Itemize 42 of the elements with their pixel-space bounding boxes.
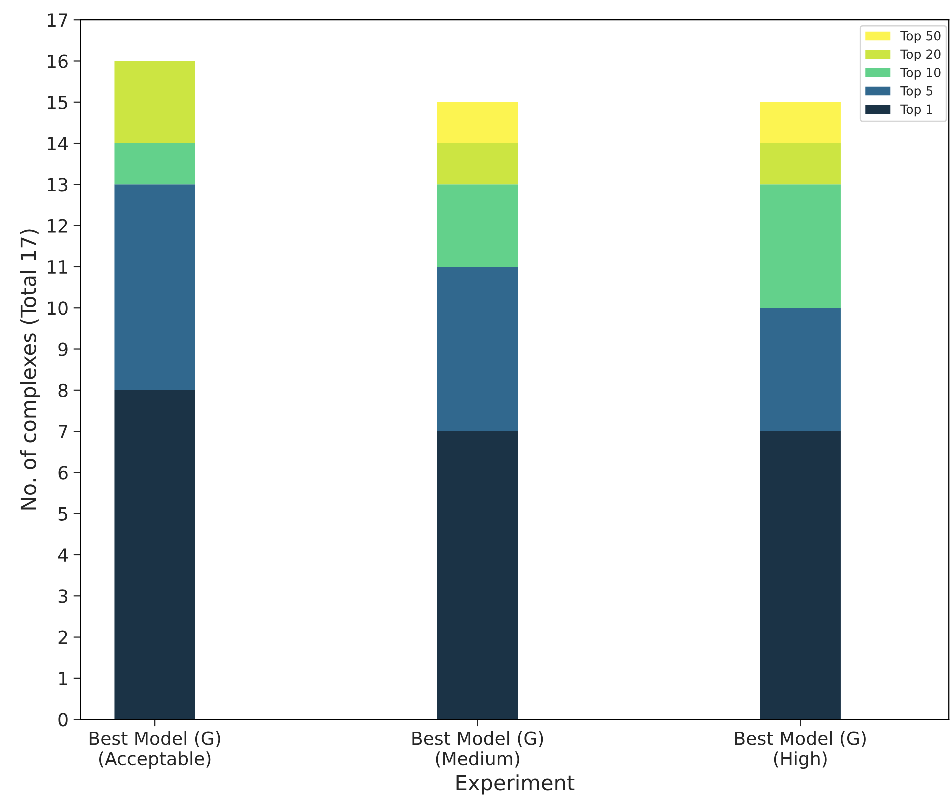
x-tick-label: Best Model (G) (High) — [736, 731, 866, 770]
y-tick-label: 6 — [58, 466, 68, 480]
bar — [114, 61, 196, 144]
y-tick-label: 8 — [58, 384, 68, 398]
bar — [760, 102, 841, 144]
y-tick-label: 7 — [59, 425, 68, 438]
y-tick-label: 10 — [48, 302, 68, 316]
y-tick-label: 13 — [48, 178, 68, 192]
y-axis-title: No. of complexes (Total 17) — [20, 230, 40, 510]
y-tick-label: 4 — [58, 548, 68, 562]
y-tick-label: 17 — [48, 14, 68, 27]
y-tick-label: 0 — [58, 713, 68, 727]
bar — [438, 102, 518, 144]
legend-label: Top 1 — [900, 104, 932, 117]
y-tick-label: 1 — [60, 672, 68, 686]
y-tick-label: 2 — [58, 630, 68, 644]
x-tick-label: Best Model (G) (Acceptable) — [90, 731, 220, 770]
x-axis-title: Experiment — [456, 774, 575, 795]
bar — [438, 144, 518, 185]
bar — [114, 144, 196, 185]
bar — [760, 432, 841, 720]
y-tick-label: 14 — [48, 137, 68, 150]
y-tick-label: 15 — [48, 96, 68, 110]
y-tick-label: 5 — [58, 508, 68, 521]
y-tick-label: 12 — [48, 219, 68, 233]
legend-label: Top 10 — [900, 68, 941, 80]
x-tick-label: Best Model (G) (Medium) — [412, 731, 544, 768]
bar — [760, 144, 841, 185]
legend-label: Top 5 — [900, 86, 933, 98]
bar — [438, 266, 518, 432]
y-tick-label: 16 — [48, 54, 68, 68]
bar — [760, 308, 841, 432]
legend-label: Top 20 — [900, 50, 941, 62]
y-tick-label: 3 — [58, 590, 68, 604]
bar — [438, 432, 518, 720]
bar — [114, 184, 196, 390]
bar — [438, 184, 518, 267]
y-tick-label: 9 — [58, 342, 68, 356]
bar — [114, 390, 196, 720]
y-tick-label: 11 — [48, 260, 68, 274]
legend-label: Top 50 — [900, 31, 941, 44]
bar — [760, 184, 841, 308]
